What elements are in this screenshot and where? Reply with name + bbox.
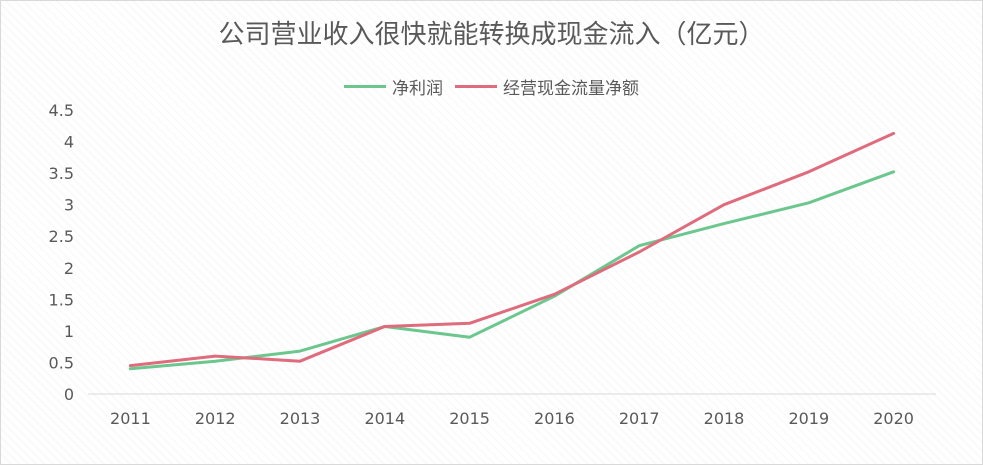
legend-label-net-profit: 净利润 [392,79,443,99]
legend: 净利润 经营现金流量净额 [0,74,983,99]
y-tick-label: 2.5 [49,227,74,246]
legend-item-operating-cash-flow: 经营现金流量净额 [455,74,639,99]
y-tick-label: 1.5 [49,290,74,309]
y-tick-label: 0 [64,385,74,404]
x-tick-label: 2018 [704,409,745,428]
x-tick-label: 2012 [195,409,236,428]
x-axis-ticks: 2011 2012 2013 2014 2015 2016 2017 2018 2019 2020 [110,409,914,428]
series-line-net-profit [128,170,896,371]
y-tick-label: 2 [64,259,74,278]
series-line-operating-cash-flow [128,131,896,368]
legend-swatch-operating-cash-flow [455,85,497,88]
chart-title: 公司营业收入很快就能转换成现金流入（亿元） [218,20,765,50]
legend-label-operating-cash-flow: 经营现金流量净额 [503,79,639,99]
legend-item-net-profit: 净利润 [344,74,443,99]
x-tick-label: 2020 [873,409,914,428]
y-tick-label: 4.5 [49,101,74,120]
x-tick-label: 2013 [280,409,321,428]
x-tick-label: 2017 [619,409,660,428]
y-tick-label: 1 [64,322,74,341]
x-tick-label: 2016 [534,409,575,428]
x-tick-label: 2019 [788,409,829,428]
y-tick-label: 3.5 [49,164,74,183]
x-tick-label: 2014 [364,409,405,428]
y-tick-label: 0.5 [49,353,74,372]
y-axis-ticks: 0 0.5 1 1.5 2 2.5 3 3.5 4 4.5 [49,101,74,404]
series-layer [128,131,896,371]
y-tick-label: 4 [64,133,74,152]
x-tick-label: 2011 [110,409,151,428]
legend-swatch-net-profit [344,85,386,88]
y-tick-label: 3 [64,196,74,215]
x-tick-label: 2015 [449,409,490,428]
